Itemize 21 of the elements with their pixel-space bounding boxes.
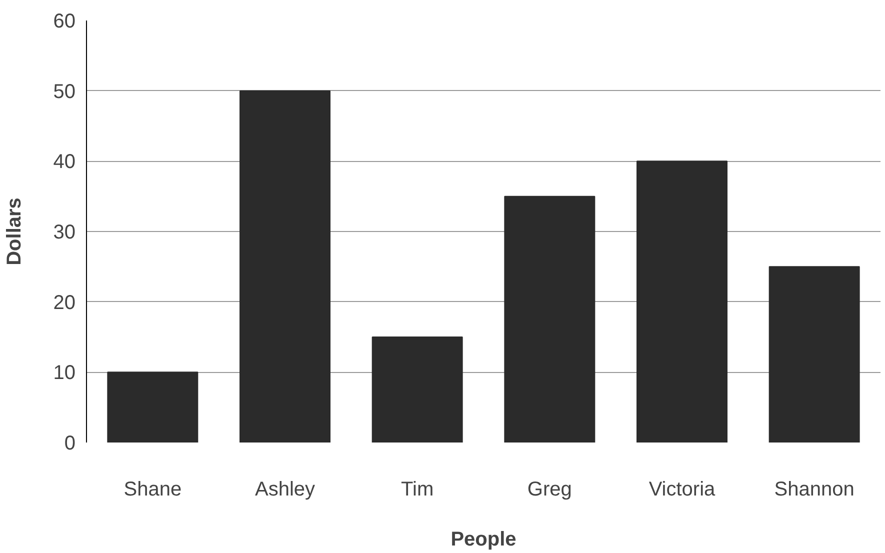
x-tick-label: Shane [124, 478, 182, 500]
x-tick-label: Tim [401, 478, 434, 500]
y-tick-label: 50 [53, 80, 76, 103]
x-tick-label: Ashley [254, 478, 316, 500]
x-tick-label: Victoria [648, 478, 716, 500]
bar [504, 196, 596, 442]
bar [768, 266, 860, 442]
bar [107, 372, 198, 442]
y-tick-label: 0 [64, 432, 76, 454]
y-tick-label: 10 [53, 362, 76, 384]
bar [372, 336, 463, 442]
x-tick-label: Greg [527, 478, 572, 500]
bar [636, 160, 728, 442]
y-tick-label: 60 [53, 10, 76, 32]
y-tick-label: 40 [53, 151, 76, 174]
x-tick-label: Shannon [774, 478, 854, 500]
x-axis-title: People [450, 528, 516, 550]
y-tick-label: 30 [53, 222, 76, 244]
bar [240, 90, 330, 442]
y-tick-label: 20 [53, 292, 76, 314]
y-axis-title: Dollars [3, 198, 26, 266]
